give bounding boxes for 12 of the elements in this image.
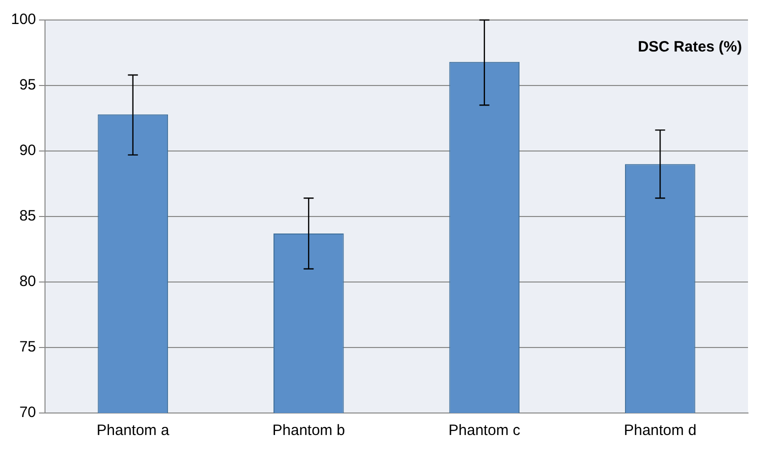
y-tick-label: 95 xyxy=(19,76,36,94)
y-tick-label: 75 xyxy=(19,338,36,356)
y-tick-label: 90 xyxy=(19,142,36,160)
x-tick-label: Phantom c xyxy=(448,422,521,440)
x-tick-label: Phantom d xyxy=(624,422,696,440)
y-tick-label: 100 xyxy=(10,11,36,28)
x-tick-label: Phantom a xyxy=(96,422,170,440)
y-tick-label: 85 xyxy=(19,208,36,225)
y-tick-label: 70 xyxy=(19,404,36,422)
x-tick-label: Phantom b xyxy=(272,422,345,440)
y-tick-label: 80 xyxy=(19,273,36,290)
text: DSC Rates (%) xyxy=(638,38,742,56)
